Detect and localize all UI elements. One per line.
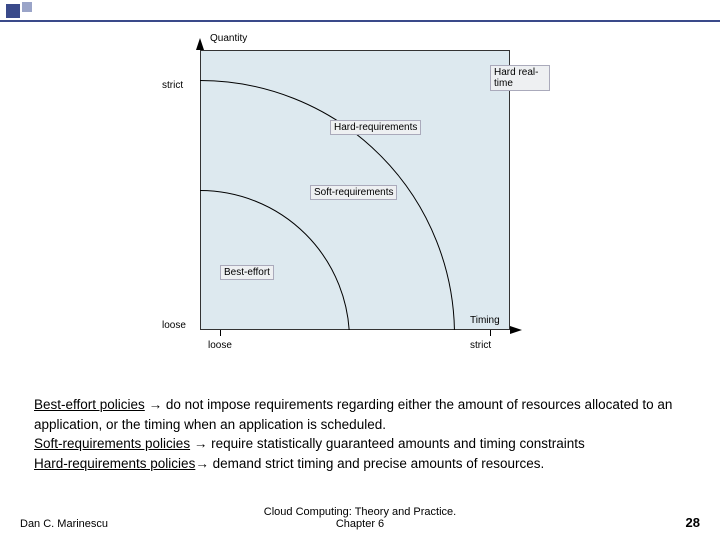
body-text: Best-effort policies → do not impose req…	[34, 395, 694, 473]
arrow-icon: →	[149, 397, 163, 412]
deco-bar	[0, 20, 720, 22]
x-axis-arrow	[510, 326, 522, 334]
footer-center: Cloud Computing: Theory and Practice. Ch…	[0, 506, 720, 530]
arc-outer	[200, 80, 455, 330]
x-tick	[220, 330, 221, 336]
footer-page: 28	[686, 515, 700, 530]
term-soft: Soft-requirements policies	[34, 436, 190, 451]
y-strict-label: strict	[162, 80, 183, 91]
y-axis-arrow	[196, 38, 204, 50]
deco-square-small	[22, 2, 32, 12]
x-axis-label: Timing	[470, 315, 500, 326]
region-best-effort: Best-effort	[220, 265, 274, 280]
footer-chapter: Chapter 6	[336, 518, 384, 530]
line-best-effort: Best-effort policies → do not impose req…	[34, 395, 694, 434]
x-tick	[490, 330, 491, 336]
text-p2: require statistically guaranteed amounts…	[207, 436, 584, 451]
region-soft: Soft-requirements	[310, 185, 397, 200]
line-hard: Hard-requirements policies→ demand stric…	[34, 454, 694, 474]
footer-title: Cloud Computing: Theory and Practice.	[264, 506, 456, 518]
deco-square	[6, 4, 20, 18]
region-hard: Hard-requirements	[330, 120, 421, 135]
y-axis-label: Quantity	[210, 33, 247, 44]
line-soft: Soft-requirements policies → require sta…	[34, 434, 694, 454]
x-strict-label: strict	[470, 340, 491, 351]
slide-corner-decoration	[0, 0, 80, 30]
region-hard-realtime: Hard real-time	[490, 65, 550, 91]
term-hard: Hard-requirements policies	[34, 456, 195, 471]
arc-inner	[200, 190, 350, 330]
text-p3: demand strict timing and precise amounts…	[209, 456, 544, 471]
policy-chart: Quantity strict loose Timing loose stric…	[150, 30, 550, 380]
term-best-effort: Best-effort policies	[34, 397, 145, 412]
x-loose-label: loose	[208, 340, 232, 351]
y-loose-label: loose	[162, 320, 186, 331]
arrow-icon: →	[195, 456, 209, 471]
arrow-icon: →	[194, 436, 208, 451]
